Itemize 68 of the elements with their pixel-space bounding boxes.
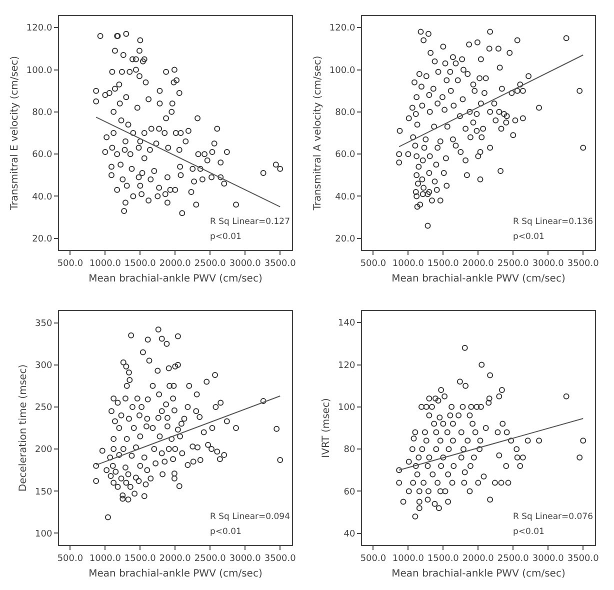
- y-tick-label: 120.0: [329, 24, 356, 34]
- x-tick-label: 2500.0: [497, 554, 530, 564]
- y-tick-label: 40.0: [335, 192, 356, 202]
- x-tick-label: 3500.0: [567, 258, 600, 269]
- x-tick-label: 2500.0: [194, 258, 226, 269]
- y-tick-label: 100: [338, 403, 356, 414]
- annotation: p<0.01: [513, 232, 544, 242]
- x-tick-label: 1000.0: [89, 554, 122, 564]
- y-tick-label: 200: [35, 445, 52, 456]
- x-tick-label: 1500.0: [124, 258, 156, 269]
- annotation: p<0.01: [513, 527, 544, 537]
- x-tick-label: 500.0: [57, 554, 84, 564]
- x-tick-label: 2000.0: [159, 554, 192, 564]
- y-tick-label: 120.0: [26, 24, 52, 34]
- y-tick-label: 80: [344, 445, 356, 456]
- y-axis-title: IVRT (msec): [321, 398, 332, 458]
- x-axis-title: Mean brachial-ankle PWV (cm/sec): [392, 273, 566, 284]
- x-tick-label: 500.0: [360, 554, 386, 564]
- y-tick-label: 60.0: [335, 150, 356, 160]
- y-tick-label: 20.0: [32, 234, 52, 245]
- y-tick-label: 40: [344, 530, 356, 540]
- y-tick-label: 100: [35, 529, 52, 540]
- y-tick-label: 250: [35, 403, 52, 414]
- x-tick-label: 2500.0: [194, 554, 226, 564]
- y-tick-label: 100.0: [329, 66, 356, 76]
- x-axis-title: Mean brachial-ankle PWV (cm/sec): [88, 273, 262, 284]
- y-tick-label: 300: [35, 361, 52, 372]
- x-axis-title: Mean brachial-ankle PWV (cm/sec): [392, 568, 566, 580]
- x-tick-label: 1000.0: [392, 554, 424, 564]
- x-tick-label: 1500.0: [427, 554, 460, 564]
- y-tick-label: 60.0: [32, 150, 52, 160]
- y-tick-label: 80.0: [32, 108, 52, 118]
- y-tick-label: 150: [35, 487, 52, 498]
- y-axis-title: Deceleration time (msec): [18, 364, 30, 492]
- x-tick-label: 1000.0: [392, 258, 424, 269]
- y-tick-label: 40.0: [32, 192, 52, 202]
- x-tick-label: 3000.0: [532, 258, 564, 269]
- x-tick-label: 2500.0: [497, 258, 530, 269]
- y-tick-label: 100.0: [26, 66, 52, 76]
- x-tick-label: 1500.0: [124, 554, 156, 564]
- annotation: R Sq Linear=0.076: [513, 512, 593, 522]
- annotation: R Sq Linear=0.136: [513, 217, 593, 227]
- x-tick-label: 500.0: [57, 258, 84, 269]
- annotation: p<0.01: [210, 527, 242, 537]
- x-tick-label: 1000.0: [89, 258, 122, 269]
- y-tick-label: 140: [338, 318, 356, 329]
- y-tick-label: 120: [338, 360, 356, 371]
- y-tick-label: 350: [35, 318, 52, 329]
- x-tick-label: 500.0: [360, 258, 386, 269]
- x-axis-title: Mean brachial-ankle PWV (cm/sec): [88, 568, 262, 580]
- x-tick-label: 2000.0: [462, 258, 494, 269]
- x-tick-label: 3000.0: [532, 554, 564, 564]
- y-tick-label: 80.0: [335, 108, 356, 118]
- x-tick-label: 3000.0: [229, 258, 262, 269]
- x-tick-label: 3000.0: [229, 554, 262, 564]
- x-tick-label: 1500.0: [427, 258, 460, 269]
- annotation: R Sq Linear=0.094: [210, 512, 290, 522]
- x-tick-label: 3500.0: [264, 258, 296, 269]
- y-axis-title: Transmitral A velocity (cm/sec): [312, 56, 324, 212]
- y-axis-title: Transmitral E velocity (cm/sec): [9, 56, 20, 212]
- x-tick-label: 3500.0: [567, 554, 600, 564]
- x-tick-label: 2000.0: [462, 554, 494, 564]
- annotation: p<0.01: [210, 232, 242, 242]
- x-tick-label: 2000.0: [159, 258, 192, 269]
- x-tick-label: 3500.0: [264, 554, 296, 564]
- y-tick-label: 60: [344, 487, 356, 498]
- annotation: R Sq Linear=0.127: [210, 217, 290, 227]
- y-tick-label: 20.0: [335, 234, 356, 245]
